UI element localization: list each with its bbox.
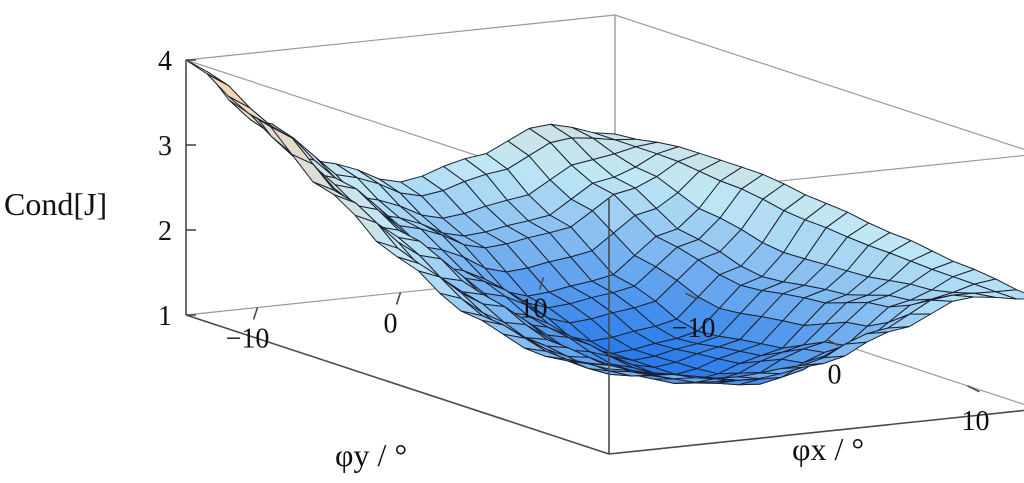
z-tick-label-1: 2 <box>158 216 172 247</box>
y-tick-label-2: 10 <box>520 294 548 325</box>
z-axis-label: Cond[J] <box>4 186 107 222</box>
box-edge-front-0 <box>185 314 610 455</box>
x-tick-label-1: 0 <box>828 360 842 391</box>
surface-patch-0-2 <box>227 95 272 127</box>
x-axis-label: φx / ° <box>792 431 864 467</box>
x-tick-mark-2 <box>967 385 980 393</box>
box-edge-back-1 <box>614 14 1024 151</box>
box-edge-front-1 <box>608 409 1024 455</box>
y-tick-mark-1 <box>395 292 402 305</box>
y-tick-label-1: 0 <box>384 309 398 340</box>
y-tick-label-0: −10 <box>226 324 270 355</box>
axis-labels: Cond[J] φy / ° φx / ° <box>4 186 864 473</box>
x-tick-mark-1 <box>826 338 839 347</box>
z-tick-label-3: 4 <box>158 46 172 77</box>
axis-ticks: 1 2 3 4 −10 0 10 −10 0 10 <box>158 46 990 437</box>
surface-patch-0-4 <box>270 126 314 165</box>
x-tick-mark-0 <box>685 292 698 300</box>
z-tick-label-2: 3 <box>158 131 172 162</box>
y-axis-label: φy / ° <box>335 437 407 473</box>
bounding-box-front <box>185 60 1024 455</box>
x-tick-label-2: 10 <box>962 406 990 437</box>
z-tick-label-0: 1 <box>158 301 172 332</box>
box-edge-back-2 <box>185 14 616 61</box>
surface-mesh <box>185 59 1024 386</box>
y-tick-mark-2 <box>538 277 545 290</box>
y-tick-mark-0 <box>252 307 259 320</box>
x-tick-label-0: −10 <box>672 313 716 344</box>
